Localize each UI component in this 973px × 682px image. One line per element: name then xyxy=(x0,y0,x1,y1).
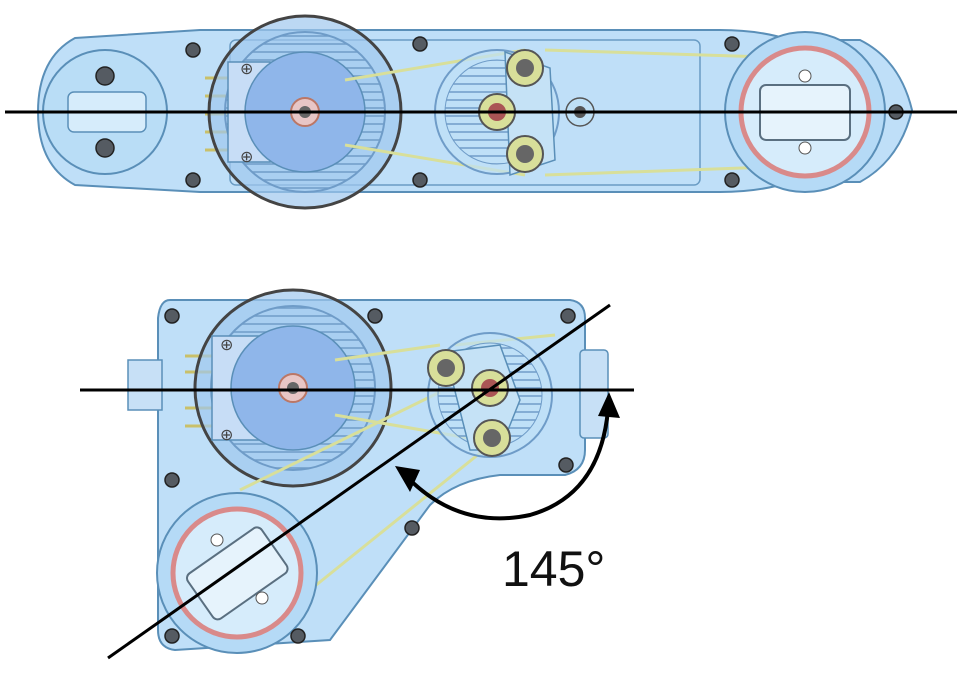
angle-arrow-right xyxy=(598,392,620,418)
bent-arm-view: ⊕ ⊕ xyxy=(80,288,634,660)
straight-arm-view: ⊕ ⊕ xyxy=(5,14,957,210)
bent-housing-screws xyxy=(164,308,576,644)
angle-arrow-left xyxy=(395,466,420,492)
bent-plus-mark-bottom: ⊕ xyxy=(220,427,233,444)
angle-label: 145° xyxy=(502,541,605,597)
bent-tensioner-pulleys xyxy=(427,349,511,457)
right-bracket xyxy=(579,349,609,439)
left-bracket xyxy=(127,359,163,411)
bent-angled-axis xyxy=(107,303,611,660)
angle-arc xyxy=(406,409,610,521)
plus-mark-bottom: ⊕ xyxy=(240,149,253,166)
housing-screws xyxy=(95,36,904,188)
plus-mark-top: ⊕ xyxy=(240,61,253,78)
bent-plus-mark-top: ⊕ xyxy=(220,337,233,354)
